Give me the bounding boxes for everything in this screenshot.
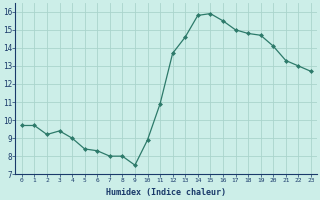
X-axis label: Humidex (Indice chaleur): Humidex (Indice chaleur)	[106, 188, 226, 197]
